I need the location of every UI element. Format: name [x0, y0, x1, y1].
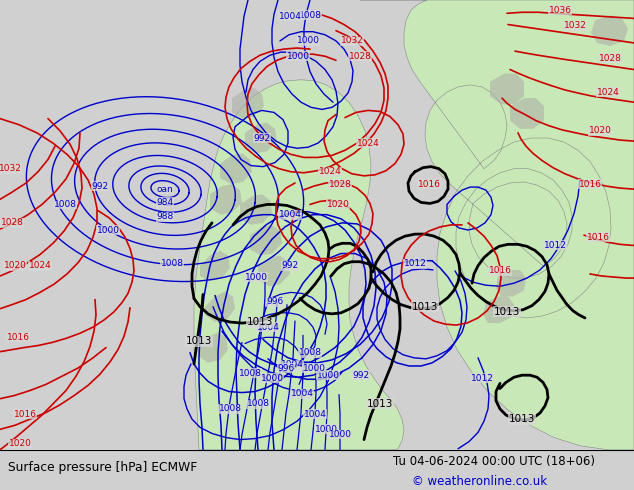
Text: 984: 984 [157, 198, 174, 207]
Text: 992: 992 [254, 133, 271, 143]
Text: 1008: 1008 [299, 11, 321, 20]
Text: 1000: 1000 [302, 364, 325, 372]
Text: 1028: 1028 [349, 52, 372, 61]
Text: 1000: 1000 [316, 371, 339, 380]
Text: 1004: 1004 [278, 12, 301, 21]
Text: 1016: 1016 [586, 233, 609, 242]
Text: 1016: 1016 [418, 179, 441, 189]
Text: 1008: 1008 [160, 259, 183, 268]
Text: 1016: 1016 [13, 410, 37, 418]
Text: 1004: 1004 [281, 361, 304, 369]
Text: 1004: 1004 [257, 322, 280, 332]
Text: 1000: 1000 [287, 52, 309, 61]
Text: 1000: 1000 [261, 374, 283, 383]
Text: 1013: 1013 [186, 337, 212, 346]
Text: 1013: 1013 [412, 302, 438, 312]
Text: 988: 988 [157, 212, 174, 221]
Text: 992: 992 [281, 261, 299, 270]
Text: 1004: 1004 [278, 210, 301, 219]
Text: 992: 992 [91, 182, 108, 191]
Text: 1024: 1024 [597, 88, 619, 97]
Text: 1000: 1000 [328, 430, 351, 439]
Text: 1032: 1032 [340, 36, 363, 46]
Text: 1008: 1008 [247, 399, 269, 408]
Text: 1020: 1020 [9, 439, 32, 448]
Text: 1024: 1024 [29, 261, 51, 270]
Text: 1008: 1008 [219, 404, 242, 414]
Text: oan: oan [157, 185, 173, 194]
Text: 1032: 1032 [0, 164, 22, 173]
Text: 1024: 1024 [319, 167, 341, 176]
Text: 1012: 1012 [470, 374, 493, 383]
Text: 1004: 1004 [304, 410, 327, 418]
Text: 1008: 1008 [238, 368, 261, 378]
Text: 992: 992 [353, 371, 370, 380]
Text: 1012: 1012 [404, 259, 427, 268]
Text: 1028: 1028 [598, 54, 621, 63]
Text: 1024: 1024 [356, 139, 379, 147]
Text: 1000: 1000 [297, 36, 320, 46]
Text: 1012: 1012 [543, 241, 566, 250]
Text: 1028: 1028 [328, 179, 351, 189]
Text: 996: 996 [266, 297, 283, 306]
Text: 1020: 1020 [588, 126, 611, 135]
Text: © weatheronline.co.uk: © weatheronline.co.uk [412, 475, 547, 489]
Text: 1016: 1016 [6, 333, 30, 342]
Text: 1016: 1016 [489, 267, 512, 275]
Text: 1000: 1000 [96, 225, 119, 235]
Text: 1008: 1008 [53, 200, 77, 209]
Text: 1028: 1028 [1, 219, 23, 227]
Text: 1013: 1013 [247, 317, 273, 327]
Text: 1020: 1020 [327, 200, 349, 209]
Text: 1004: 1004 [290, 389, 313, 398]
Text: 1013: 1013 [494, 307, 520, 317]
Text: 1020: 1020 [4, 261, 27, 270]
Text: 1016: 1016 [578, 179, 602, 189]
Text: 1008: 1008 [299, 348, 321, 357]
Text: 1000: 1000 [314, 425, 337, 434]
Text: 1013: 1013 [367, 399, 393, 409]
Text: 1032: 1032 [564, 21, 586, 30]
Text: 1036: 1036 [548, 6, 571, 15]
Text: 996: 996 [278, 364, 295, 372]
Text: Surface pressure [hPa] ECMWF: Surface pressure [hPa] ECMWF [8, 462, 198, 474]
Text: 1000: 1000 [245, 272, 268, 282]
Text: Tu 04-06-2024 00:00 UTC (18+06): Tu 04-06-2024 00:00 UTC (18+06) [393, 455, 595, 467]
Text: 1013: 1013 [509, 414, 535, 424]
